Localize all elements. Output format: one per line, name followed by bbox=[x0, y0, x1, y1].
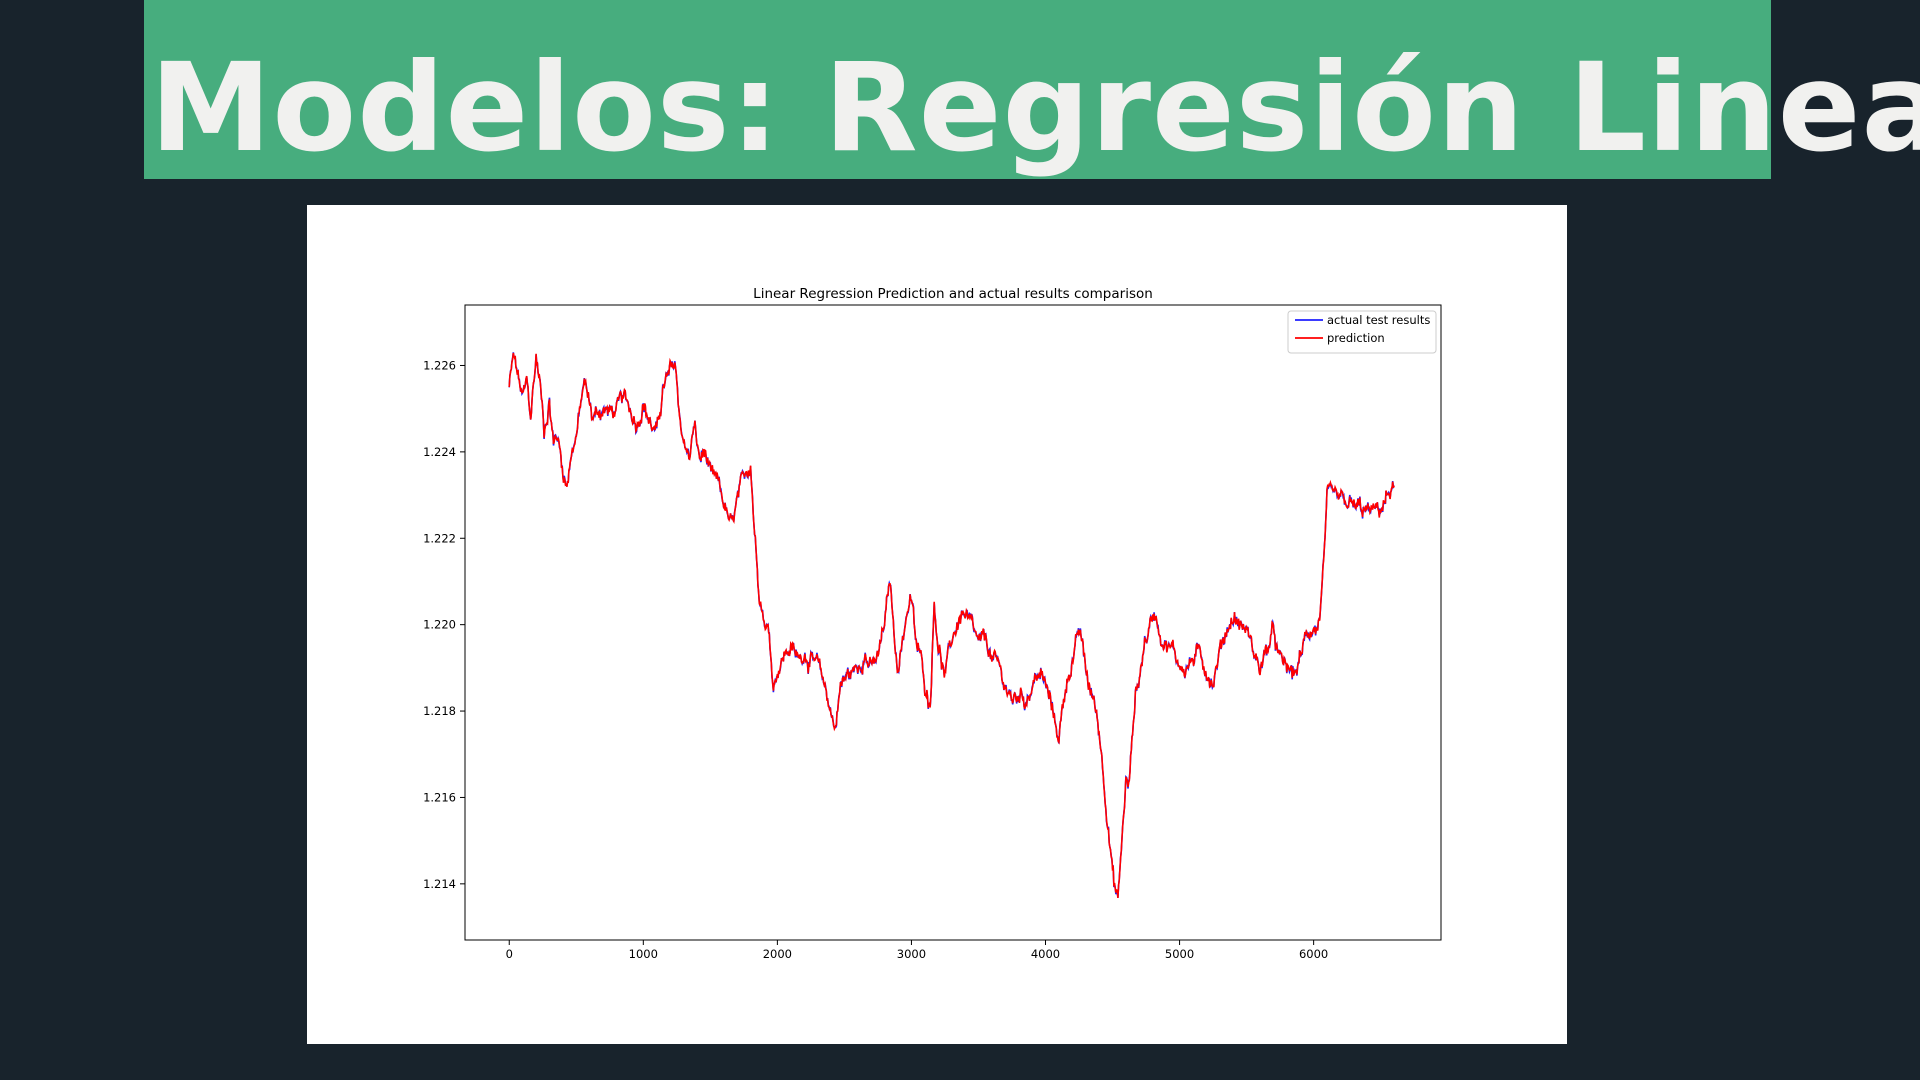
x-tick-label: 0 bbox=[506, 947, 513, 961]
x-tick-label: 2000 bbox=[763, 947, 792, 961]
chart-title: Linear Regression Prediction and actual … bbox=[753, 286, 1153, 302]
legend-label-actual: actual test results bbox=[1327, 313, 1430, 327]
x-tick-label: 3000 bbox=[897, 947, 926, 961]
slide-title: Modelos: Regresión Lineal bbox=[150, 37, 1920, 179]
y-tick-label: 1.218 bbox=[423, 704, 456, 718]
legend: actual test results prediction bbox=[1287, 310, 1437, 354]
x-tick-label: 5000 bbox=[1165, 947, 1194, 961]
plot-frame bbox=[464, 304, 1442, 941]
y-tick-label: 1.214 bbox=[423, 877, 456, 891]
y-tick-label: 1.226 bbox=[423, 358, 456, 372]
series-line-actual bbox=[508, 352, 1395, 898]
y-tick-label: 1.216 bbox=[423, 790, 456, 804]
y-tick-label: 1.224 bbox=[423, 445, 456, 459]
x-axis: 0 1000 2000 3000 4000 5000 6000 bbox=[506, 940, 1328, 961]
x-tick-label: 4000 bbox=[1031, 947, 1060, 961]
x-tick-label: 6000 bbox=[1299, 947, 1328, 961]
y-tick-label: 1.222 bbox=[423, 531, 456, 545]
series-line-prediction bbox=[508, 352, 1395, 898]
figure-panel: Linear Regression Prediction and actual … bbox=[307, 205, 1567, 1044]
legend-label-prediction: prediction bbox=[1327, 331, 1385, 345]
title-banner bbox=[144, 0, 1771, 179]
y-tick-label: 1.220 bbox=[423, 618, 456, 632]
line-chart: Linear Regression Prediction and actual … bbox=[423, 286, 1442, 961]
legend-box bbox=[1287, 310, 1437, 354]
y-axis: 1.214 1.216 1.218 1.220 1.222 1.224 1.226 bbox=[423, 358, 465, 891]
x-tick-label: 1000 bbox=[629, 947, 658, 961]
plot-lines bbox=[508, 352, 1395, 898]
